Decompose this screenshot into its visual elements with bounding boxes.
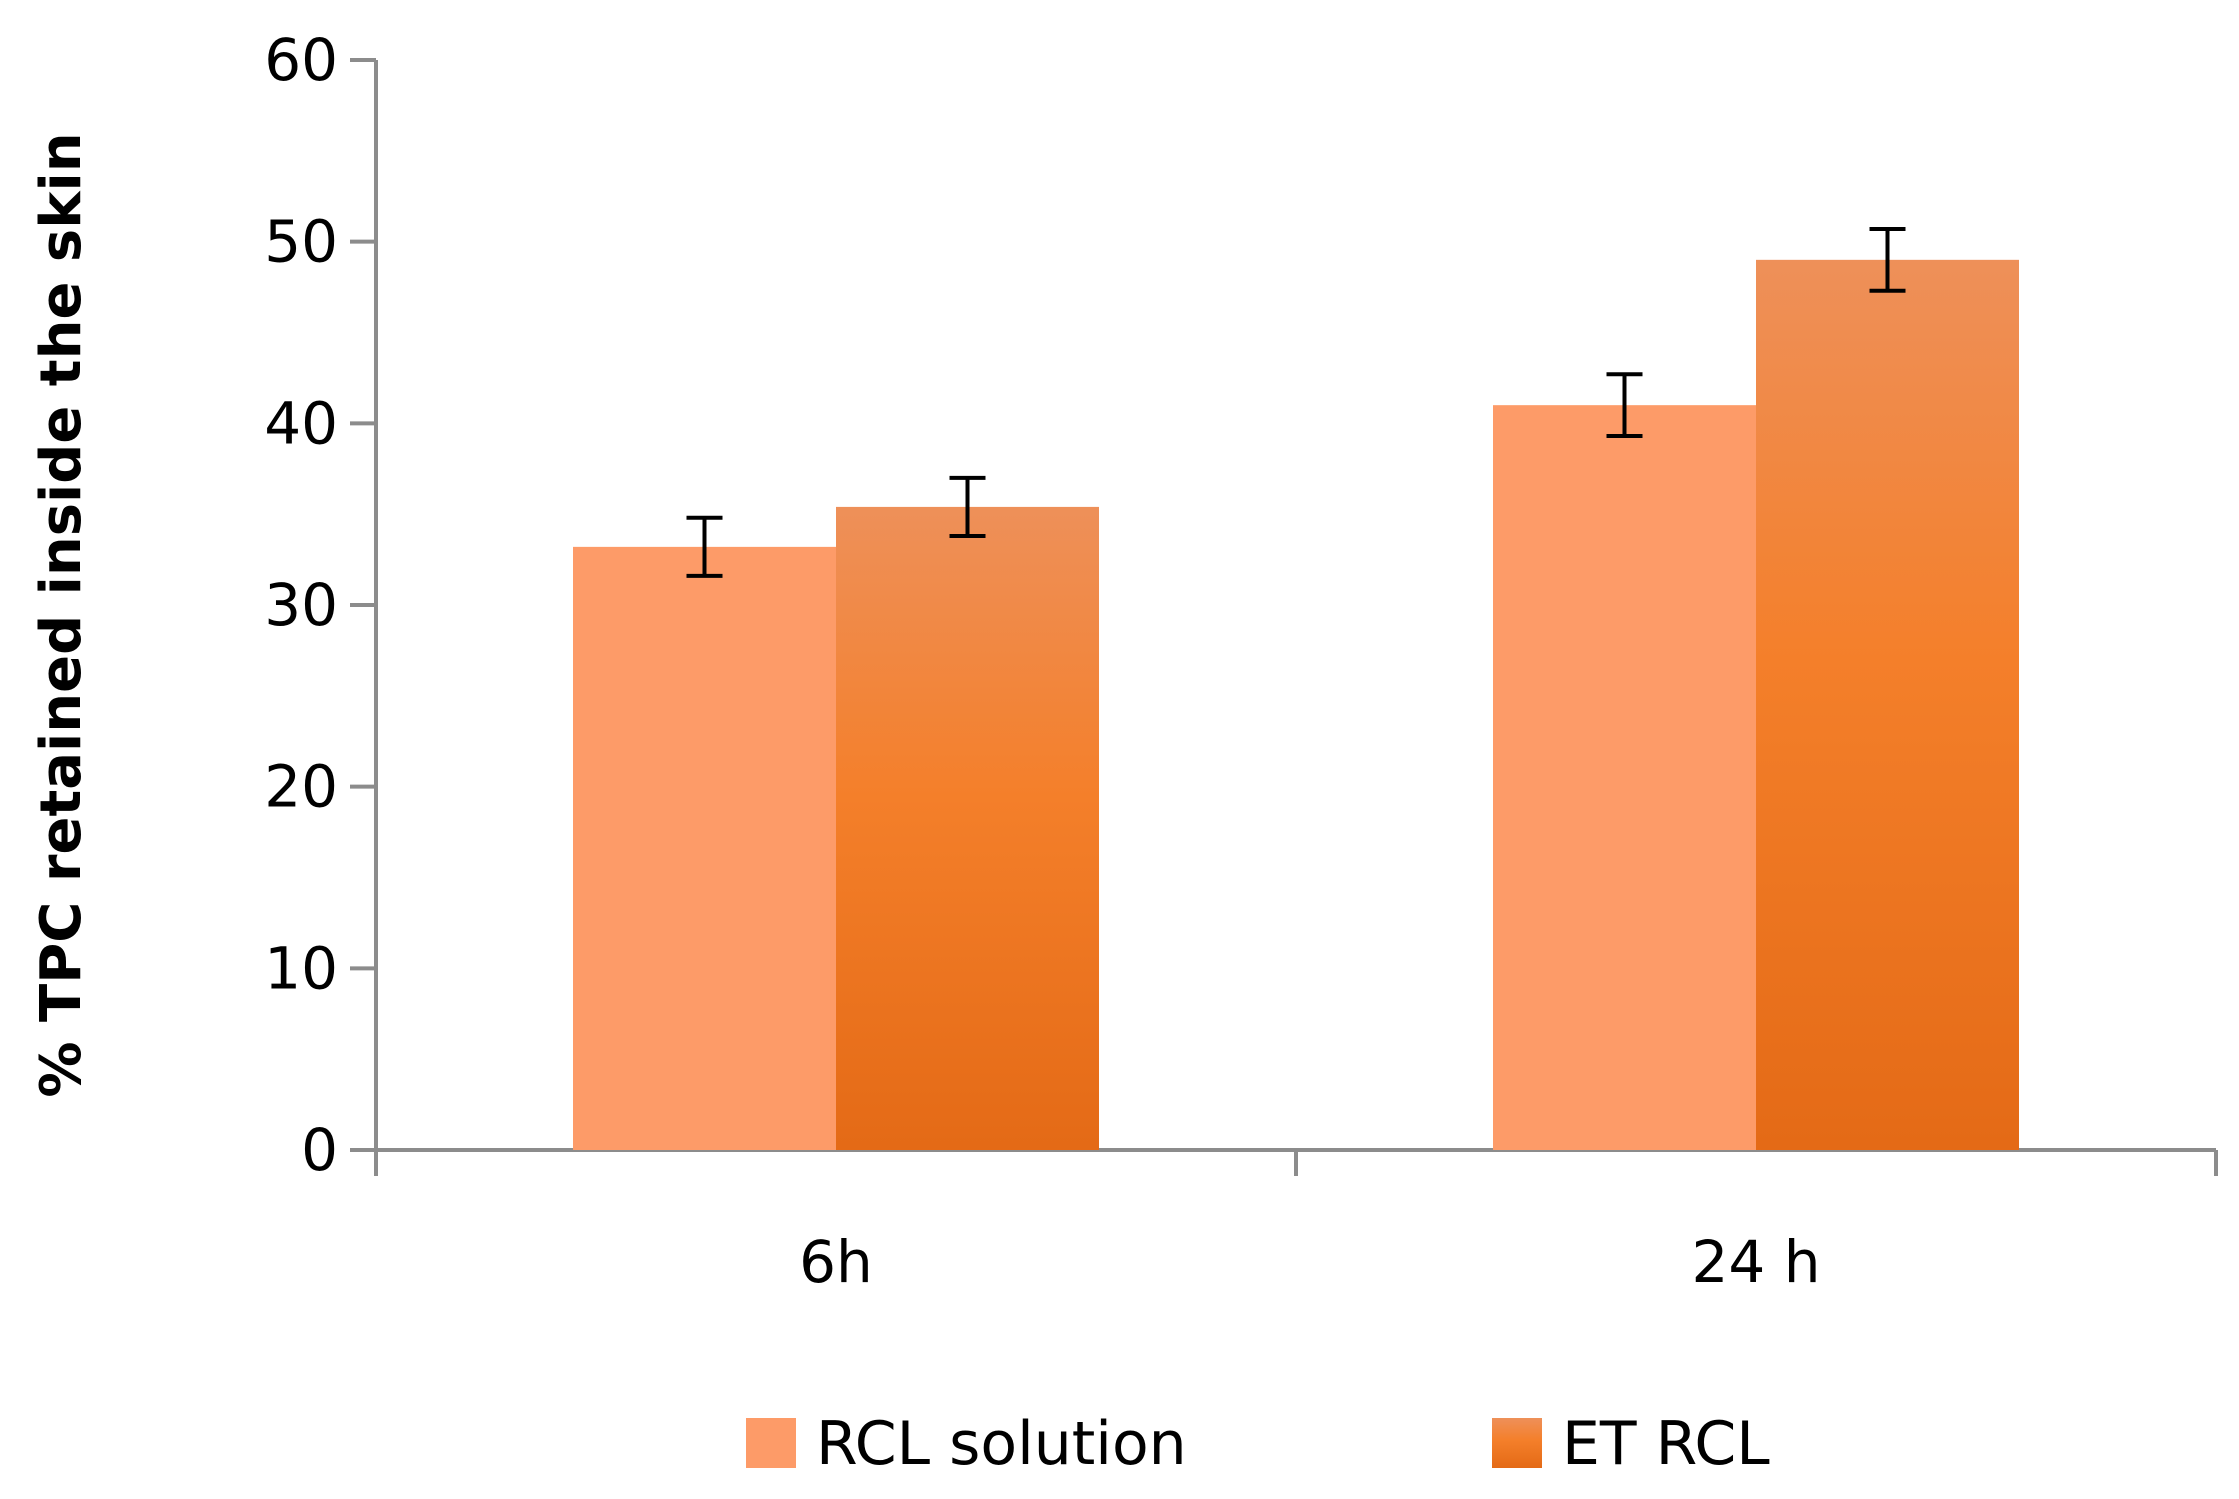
bars (573, 259, 2019, 1151)
error-bar (686, 515, 723, 578)
legend-label: ET RCL (1562, 1409, 1770, 1479)
bar-rcl-solution-1 (1493, 405, 1756, 1151)
y-tick-label: 10 (264, 934, 338, 1002)
legend-swatch (746, 1418, 796, 1468)
bar-rcl-solution-0 (573, 546, 836, 1150)
error-bar (1869, 226, 1906, 293)
error-bar (949, 475, 986, 538)
y-tick-label: 30 (264, 571, 338, 639)
y-tick-label: 0 (301, 1116, 338, 1184)
legend-item: RCL solution (746, 1409, 1187, 1479)
y-tick-label: 50 (264, 208, 338, 276)
bar-et-rcl-0 (836, 506, 1099, 1150)
legend-item: ET RCL (1492, 1409, 1770, 1479)
error-bars (686, 226, 1906, 578)
legend: RCL solution ET RCL (746, 1409, 1770, 1479)
y-tick-labels: 0 10 20 30 40 50 60 (264, 26, 338, 1184)
legend-swatch (1492, 1418, 1542, 1468)
y-tick-label: 40 (264, 389, 338, 457)
y-tick-label: 20 (264, 753, 338, 821)
y-tick-label: 60 (264, 26, 338, 94)
bar-et-rcl-1 (1756, 259, 2019, 1150)
legend-label: RCL solution (816, 1409, 1187, 1479)
error-bar (1606, 372, 1643, 439)
x-category-label: 6h (799, 1228, 873, 1296)
x-tick-labels: 6h 24 h (799, 1228, 1820, 1296)
x-category-label: 24 h (1692, 1228, 1821, 1296)
y-axis-label: % TPC retained inside the skin (29, 132, 94, 1097)
